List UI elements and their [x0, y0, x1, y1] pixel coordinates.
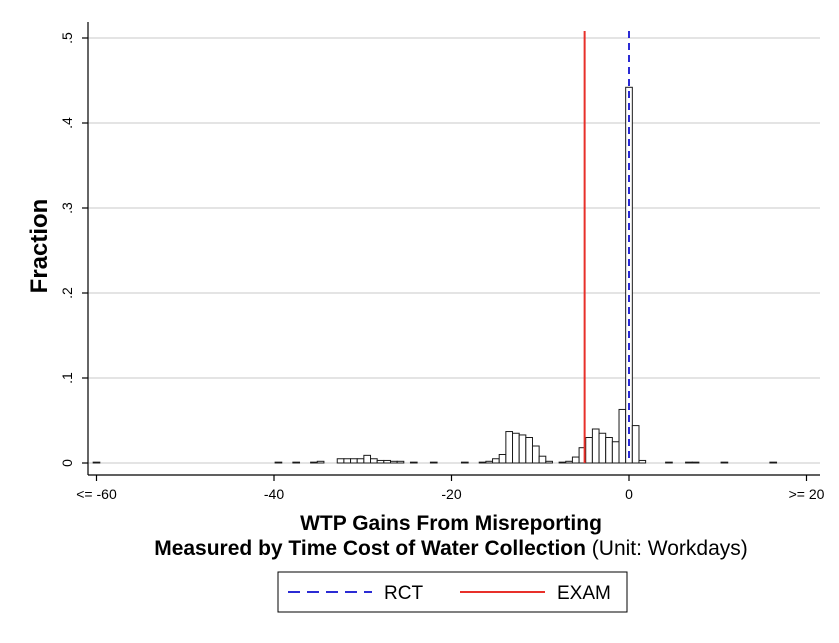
histogram-bar: [720, 461, 729, 464]
x-axis-label-line2: Measured by Time Cost of Water Collectio…: [154, 537, 748, 560]
histogram-bar: [274, 461, 283, 464]
y-axis-ticks: 0 .1 .2 .3 .4 .5: [59, 32, 88, 467]
legend-rct-label: RCT: [384, 583, 423, 604]
histogram-bar: [356, 458, 365, 464]
x-tick-label: <= -60: [76, 486, 117, 502]
histogram-bar: [571, 456, 580, 464]
histogram-bars: [92, 86, 778, 464]
histogram-bar: [292, 461, 301, 464]
histogram-bar: [591, 428, 600, 464]
y-tick-label: .2: [59, 287, 75, 299]
histogram-bar: [336, 458, 345, 464]
histogram-bar: [460, 461, 469, 464]
y-tick-label: 0: [59, 459, 75, 467]
histogram-bar: [769, 461, 778, 464]
histogram-bar: [512, 432, 520, 464]
x-axis-label-unit: (Unit: Workdays): [592, 537, 748, 560]
histogram-bar: [538, 455, 547, 464]
histogram-bar: [638, 459, 647, 464]
histogram-bar: [505, 431, 514, 464]
histogram-bar: [429, 461, 438, 464]
x-tick-label: -20: [441, 486, 461, 502]
histogram-bar: [525, 437, 533, 464]
histogram-bar: [376, 459, 385, 464]
histogram-bar: [605, 437, 613, 464]
histogram-bar: [485, 460, 494, 464]
histogram-bar: [611, 441, 620, 464]
histogram-bar: [565, 460, 573, 464]
histogram-bar: [665, 461, 673, 464]
histogram-bar: [310, 461, 318, 464]
histogram-bar: [558, 461, 567, 464]
histogram-bar: [396, 460, 405, 464]
histogram-bar: [409, 461, 418, 464]
histogram-bar: [370, 458, 378, 464]
axes: [87, 22, 820, 476]
x-axis-label-measure: Measured by Time Cost of Water Collectio…: [154, 537, 586, 560]
histogram-bar: [350, 458, 358, 464]
histogram-bar: [383, 459, 391, 464]
histogram-bar: [343, 458, 352, 464]
grid-lines: [88, 37, 820, 464]
y-tick-label: .5: [59, 32, 75, 44]
histogram-bar: [691, 461, 700, 464]
x-tick-label: >= 20: [789, 486, 825, 502]
y-tick-label: .3: [59, 202, 75, 214]
histogram-bar: [585, 437, 593, 464]
y-tick-label: .4: [59, 117, 75, 129]
histogram-bar: [316, 460, 325, 464]
histogram-bar: [363, 454, 372, 464]
y-tick-label: .1: [59, 372, 75, 384]
histogram-bar: [545, 460, 553, 464]
histogram-bar: [389, 460, 398, 464]
legend-exam-label: EXAM: [557, 583, 611, 604]
histogram-bar: [518, 434, 527, 464]
histogram-bar: [498, 454, 507, 464]
y-axis-label: Fraction: [26, 199, 53, 294]
histogram-bar: [478, 461, 487, 464]
histogram-bar: [92, 461, 101, 464]
x-tick-label: -40: [264, 486, 284, 502]
x-axis-label-line1: WTP Gains From Misreporting: [300, 512, 602, 535]
x-axis-ticks: <= -60 -40 -20 0 >= 20: [76, 475, 825, 502]
histogram-bar: [492, 458, 500, 464]
histogram-bar: [531, 445, 540, 464]
histogram-bar: [598, 432, 607, 464]
histogram-bar: [618, 408, 627, 464]
reference-lines: [583, 31, 630, 463]
x-tick-label: 0: [625, 486, 633, 502]
legend: RCT EXAM: [277, 571, 628, 613]
histogram-bar: [685, 461, 693, 464]
histogram-bar: [631, 425, 640, 464]
